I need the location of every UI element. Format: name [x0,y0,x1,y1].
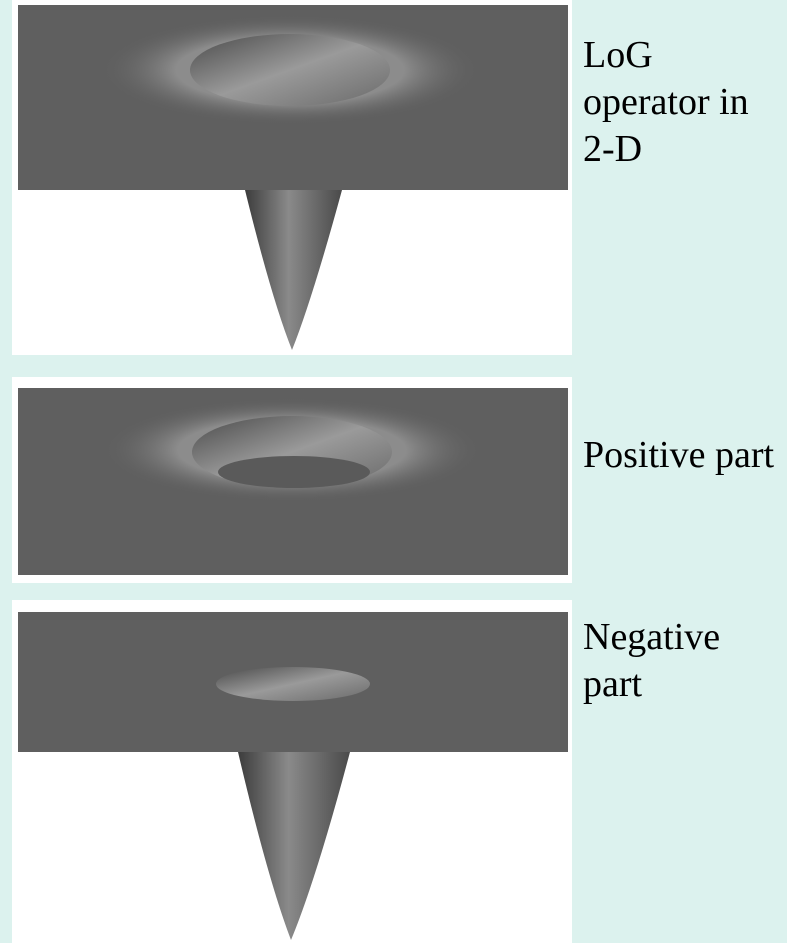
hole [218,456,370,488]
crater [216,667,370,701]
crater [190,34,390,106]
caption: Positive part [583,432,787,479]
caption: Negative part [583,614,787,708]
panel-log [12,0,572,355]
slide: LoG operator in 2-D Positive part Negati… [0,0,787,943]
panel-negative [12,600,572,943]
caption: LoG operator in 2-D [583,32,787,173]
panel-positive [12,377,572,583]
